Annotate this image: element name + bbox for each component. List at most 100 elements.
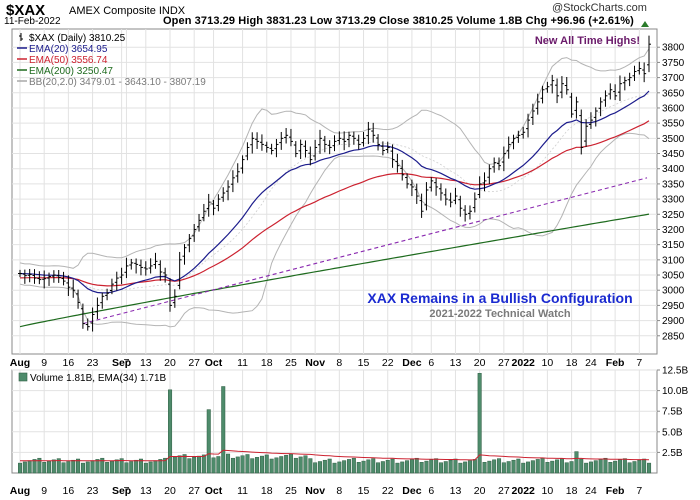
price-axis: 2850 2900 2950 3000 3050 3100 3150 3200 3250 3300… [657, 43, 685, 342]
price-tick-label: 3150 [662, 240, 685, 251]
price-bar [138, 259, 143, 276]
volume-bar [564, 462, 569, 474]
date-tick-label: 20 [474, 357, 486, 369]
date-tick-label: 20 [164, 357, 176, 369]
price-bar [637, 61, 642, 75]
date-tick-label: 6 [428, 357, 434, 369]
volume-bar [463, 461, 468, 474]
price-bar [356, 134, 361, 150]
volume-bar [284, 455, 289, 474]
price-bar [545, 81, 550, 93]
volume-bar [574, 451, 579, 474]
date-tick-label: 25 [285, 485, 297, 497]
volume-bar [22, 461, 27, 474]
volume-bar [76, 458, 81, 474]
price-bar [216, 194, 221, 212]
volume-bar [492, 459, 497, 474]
price-bar [487, 164, 492, 185]
price-tick-label: 3500 [662, 134, 685, 145]
price-bar [148, 258, 153, 274]
date-tick-label: 23 [87, 485, 99, 497]
date-tick-label: 10 [542, 485, 554, 497]
volume-bar [424, 460, 429, 474]
price-bar [569, 92, 574, 118]
date-tick-label: 25 [285, 357, 297, 369]
volume-bar [182, 454, 187, 474]
volume-bar [138, 458, 143, 474]
price-bar [598, 97, 603, 117]
date-tick-label: 13 [140, 485, 152, 497]
price-bar [284, 128, 289, 144]
volume-bar [467, 460, 472, 474]
price-bar [647, 35, 651, 73]
price-bar [192, 224, 197, 242]
price-bar [550, 74, 555, 94]
volume-bar [37, 457, 42, 474]
volume-bar [506, 461, 511, 474]
price-bar [342, 131, 347, 151]
volume-bar [42, 462, 47, 474]
volume-bar [66, 461, 71, 474]
price-bar [206, 193, 211, 217]
volume-bar [327, 458, 332, 474]
price-bar [458, 195, 463, 217]
volume-bar [226, 453, 231, 474]
price-bar [129, 258, 134, 270]
price-bar [588, 112, 593, 129]
volume-bar [550, 460, 555, 474]
volume-bar [250, 458, 255, 474]
price-bar [434, 178, 439, 196]
date-tick-label: 16 [63, 357, 75, 369]
date-tick-label: 20 [474, 485, 486, 497]
price-bar [438, 183, 443, 201]
price-bar [526, 113, 531, 138]
price-bar [182, 244, 187, 265]
date-tick-label: 2022 [512, 485, 536, 497]
date-tick-label: Aug [10, 357, 30, 369]
price-bar [608, 83, 613, 100]
volume-bar [313, 462, 318, 474]
volume-bar [342, 460, 347, 474]
price-bar [361, 131, 366, 147]
date-tick-label: 20 [164, 485, 176, 497]
volume-bar [216, 456, 221, 474]
price-bar [463, 205, 468, 222]
volume-bar [119, 458, 124, 474]
date-tick-label: 24 [585, 485, 597, 497]
volume-bar [458, 462, 463, 474]
price-bar [390, 144, 395, 168]
volume-bar [211, 457, 216, 474]
date-tick-label: 7 [124, 485, 130, 497]
price-bar [419, 193, 424, 218]
volume-bar [332, 462, 337, 474]
date-tick-label: Feb [606, 485, 625, 497]
price-bar [424, 182, 429, 211]
volume-bar [51, 459, 56, 474]
price-bar [109, 278, 114, 295]
price-bar [167, 278, 172, 312]
price-bar [564, 76, 569, 95]
price-bar [158, 260, 163, 281]
price-bar [211, 200, 216, 216]
date-tick-label: Nov [305, 485, 325, 497]
price-tick-label: 3100 [662, 255, 685, 266]
volume-tick-label: 12.5B [662, 366, 688, 377]
price-tick-label: 3550 [662, 119, 685, 130]
price-bar [376, 134, 381, 151]
volume-bar [71, 459, 76, 474]
price-bar [429, 177, 434, 192]
moving-averages [19, 90, 650, 328]
price-tick-label: 3650 [662, 88, 685, 99]
volume-bar [221, 386, 226, 474]
price-panel [11, 28, 658, 355]
volume-ema-line [20, 449, 650, 462]
price-bar [95, 297, 100, 320]
volume-bar [530, 460, 535, 474]
legend-label: EMA(200) 3250.47 [29, 66, 113, 77]
price-bar [472, 192, 477, 213]
volume-bar [487, 460, 492, 474]
volume-bar [245, 454, 250, 474]
